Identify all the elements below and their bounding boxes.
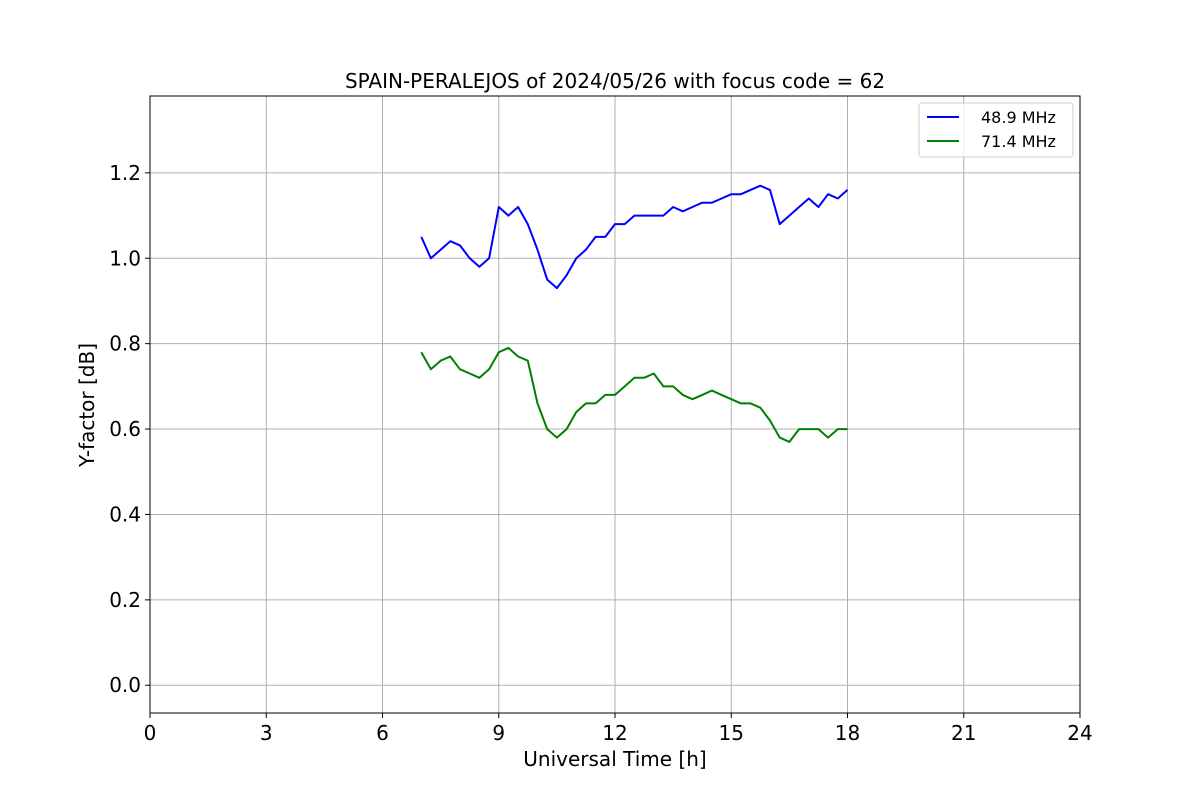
y-tick-label: 0.0 xyxy=(109,673,141,697)
x-tick-label: 24 xyxy=(1067,721,1092,745)
y-axis-label: Y-factor [dB] xyxy=(75,343,99,468)
x-tick-label: 9 xyxy=(492,721,505,745)
series-line-2 xyxy=(420,346,848,443)
y-tick-label: 0.8 xyxy=(109,332,141,356)
y-tick-label: 0.6 xyxy=(109,417,141,441)
legend-label-2: 71.4 MHz xyxy=(981,132,1056,151)
legend-label-1: 48.9 MHz xyxy=(981,108,1056,127)
y-tick-label: 1.0 xyxy=(109,246,141,270)
x-tick-label: 0 xyxy=(144,721,157,745)
x-tick-label: 12 xyxy=(602,721,627,745)
x-tick-label: 18 xyxy=(835,721,860,745)
legend: 48.9 MHz 71.4 MHz xyxy=(918,102,1074,158)
x-tick-label: 3 xyxy=(260,721,273,745)
series-line-1 xyxy=(420,184,849,290)
series-layer xyxy=(420,184,849,443)
chart-title: SPAIN-PERALEJOS of 2024/05/26 with focus… xyxy=(345,69,885,93)
y-tick-label: 0.2 xyxy=(109,588,141,612)
y-tick-label: 0.4 xyxy=(109,502,141,526)
tick-layer: 0 3 6 9 12 15 18 21 24 0.0 0.2 0.4 0.6 0.8 1.0 1.2 xyxy=(109,161,1093,745)
x-axis-label: Universal Time [h] xyxy=(523,747,706,771)
x-tick-label: 21 xyxy=(951,721,976,745)
x-tick-label: 15 xyxy=(719,721,744,745)
y-tick-label: 1.2 xyxy=(109,161,141,185)
x-tick-label: 6 xyxy=(376,721,389,745)
